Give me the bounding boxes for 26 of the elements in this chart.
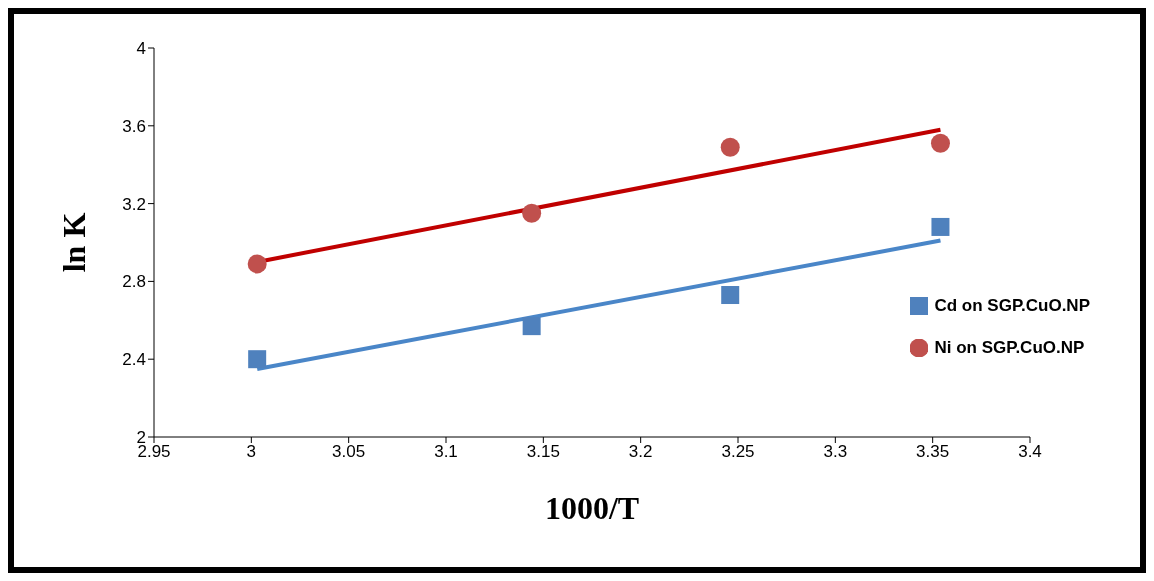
x-tick-label: 3.35 bbox=[916, 442, 950, 462]
point bbox=[522, 317, 541, 336]
x-tick-label: 3.15 bbox=[526, 442, 560, 462]
point bbox=[930, 133, 950, 153]
x-tick-label: 3.4 bbox=[1018, 442, 1042, 462]
legend-label: Ni on SGP.CuO.NP bbox=[934, 338, 1085, 358]
y-tick-label: 3.6 bbox=[122, 116, 146, 136]
y-axis-title: ln K bbox=[56, 212, 93, 273]
y-tick-label: 4 bbox=[136, 39, 146, 59]
point bbox=[721, 286, 740, 305]
x-tick-label: 3.1 bbox=[434, 442, 458, 462]
point bbox=[247, 254, 267, 274]
y-tick-label: 3.2 bbox=[122, 194, 146, 214]
point bbox=[248, 350, 267, 369]
y-tick-label: 2.8 bbox=[122, 272, 146, 292]
x-tick-label: 3.3 bbox=[823, 442, 848, 462]
x-tick-label: 3.05 bbox=[332, 442, 366, 462]
x-tick-label: 3.25 bbox=[721, 442, 755, 462]
x-tick-label: 3.2 bbox=[628, 442, 653, 462]
y-tick-label: 2.4 bbox=[122, 350, 146, 370]
x-axis-title: 1000/T bbox=[544, 490, 640, 526]
point bbox=[931, 217, 950, 236]
x-tick-label: 3 bbox=[246, 442, 257, 462]
legend-label: Cd on SGP.CuO.NP bbox=[934, 296, 1090, 316]
point bbox=[720, 137, 740, 157]
point bbox=[522, 203, 542, 223]
